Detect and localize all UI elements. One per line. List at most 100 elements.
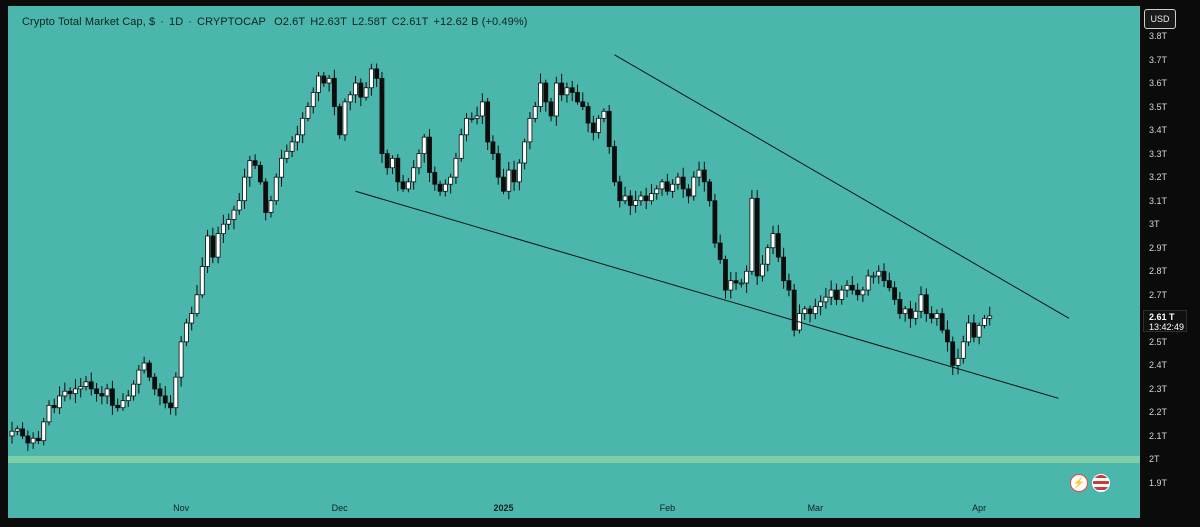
- bolt-icon[interactable]: ⚡: [1070, 474, 1088, 492]
- candle-up[interactable]: [469, 117, 475, 120]
- candle-down[interactable]: [717, 242, 723, 260]
- candle-up[interactable]: [728, 280, 734, 291]
- candle-down[interactable]: [775, 233, 781, 258]
- candle-up[interactable]: [538, 82, 543, 107]
- candle-up[interactable]: [294, 134, 300, 143]
- candle-up[interactable]: [279, 157, 284, 178]
- candle-up[interactable]: [865, 275, 871, 291]
- candle-down[interactable]: [807, 308, 813, 315]
- candle-up[interactable]: [934, 313, 940, 319]
- candle-up[interactable]: [448, 176, 454, 185]
- candle-up[interactable]: [532, 106, 538, 119]
- candle-down[interactable]: [712, 200, 718, 244]
- candle-down[interactable]: [617, 181, 623, 202]
- candle-up[interactable]: [184, 322, 189, 343]
- candle-up[interactable]: [416, 153, 422, 169]
- candle-up[interactable]: [273, 176, 279, 202]
- candle-down[interactable]: [590, 122, 596, 133]
- candle-down[interactable]: [548, 101, 554, 117]
- candle-up[interactable]: [479, 101, 485, 117]
- candle-down[interactable]: [945, 329, 950, 343]
- candle-up[interactable]: [987, 315, 993, 319]
- candle-up[interactable]: [289, 141, 295, 152]
- candle-down[interactable]: [855, 289, 860, 296]
- candle-down[interactable]: [384, 153, 390, 169]
- candle-down[interactable]: [786, 280, 792, 291]
- candle-down[interactable]: [379, 77, 385, 155]
- candle-up[interactable]: [823, 296, 829, 303]
- candle-up[interactable]: [83, 381, 89, 387]
- candle-down[interactable]: [892, 287, 897, 300]
- candle-up[interactable]: [839, 289, 845, 300]
- candle-up[interactable]: [670, 183, 676, 192]
- candle-up[interactable]: [9, 430, 15, 437]
- candle-up[interactable]: [405, 181, 411, 190]
- candle-up[interactable]: [474, 115, 480, 119]
- candle-up[interactable]: [342, 101, 348, 136]
- candle-down[interactable]: [897, 299, 903, 315]
- interval-label[interactable]: 1D: [169, 16, 184, 28]
- candle-up[interactable]: [310, 92, 316, 107]
- candle-down[interactable]: [849, 284, 855, 291]
- candle-up[interactable]: [522, 141, 528, 164]
- candle-up[interactable]: [226, 219, 232, 225]
- candle-up[interactable]: [760, 263, 765, 277]
- candle-up[interactable]: [268, 200, 274, 213]
- candle-down[interactable]: [67, 390, 73, 395]
- candle-up[interactable]: [73, 388, 78, 395]
- candle-up[interactable]: [231, 209, 237, 220]
- trendline-upper[interactable]: [614, 54, 1070, 319]
- candle-up[interactable]: [638, 195, 644, 202]
- candle-up[interactable]: [205, 235, 210, 267]
- candle-up[interactable]: [14, 428, 20, 432]
- candle-up[interactable]: [738, 282, 744, 285]
- candle-up[interactable]: [860, 289, 866, 296]
- candle-up[interactable]: [828, 289, 834, 298]
- candle-down[interactable]: [94, 388, 99, 395]
- candle-up[interactable]: [913, 310, 919, 319]
- candle-down[interactable]: [51, 404, 57, 409]
- candle-up[interactable]: [982, 317, 987, 326]
- candle-down[interactable]: [585, 106, 591, 124]
- candle-down[interactable]: [88, 381, 94, 390]
- candle-down[interactable]: [707, 181, 713, 202]
- candle-down[interactable]: [575, 92, 580, 103]
- candle-down[interactable]: [723, 259, 728, 291]
- candle-up[interactable]: [744, 270, 750, 284]
- candle-up[interactable]: [242, 176, 247, 202]
- candle-up[interactable]: [464, 117, 469, 136]
- candle-down[interactable]: [971, 322, 977, 338]
- candle-up[interactable]: [78, 386, 84, 390]
- candle-up[interactable]: [353, 82, 358, 96]
- candle-down[interactable]: [99, 393, 105, 397]
- currency-button[interactable]: USD: [1144, 9, 1176, 29]
- candle-down[interactable]: [395, 157, 401, 183]
- candle-up[interactable]: [902, 308, 908, 315]
- candle-up[interactable]: [812, 306, 818, 315]
- candle-down[interactable]: [263, 181, 269, 213]
- candle-down[interactable]: [569, 87, 575, 93]
- candle-up[interactable]: [506, 169, 512, 192]
- candle-down[interactable]: [115, 404, 121, 409]
- candle-up[interactable]: [818, 301, 824, 307]
- candle-down[interactable]: [337, 106, 343, 136]
- candle-up[interactable]: [62, 390, 68, 397]
- candle-down[interactable]: [881, 270, 887, 282]
- candle-down[interactable]: [643, 195, 649, 202]
- candle-up[interactable]: [247, 160, 253, 178]
- candle-down[interactable]: [321, 75, 327, 84]
- candle-up[interactable]: [131, 383, 136, 397]
- candle-up[interactable]: [871, 275, 876, 278]
- candle-down[interactable]: [501, 176, 506, 192]
- chart-plot-area[interactable]: Crypto Total Market Cap, $ · 1D · CRYPTOCAP …: [8, 6, 1140, 490]
- candle-up[interactable]: [442, 183, 448, 192]
- candle-down[interactable]: [612, 146, 617, 183]
- candle-up[interactable]: [284, 150, 290, 159]
- candle-down[interactable]: [210, 235, 216, 258]
- candle-up[interactable]: [622, 195, 628, 202]
- candle-up[interactable]: [654, 188, 660, 195]
- candle-down[interactable]: [701, 169, 707, 183]
- candlestick-chart[interactable]: [8, 6, 1140, 490]
- candle-up[interactable]: [453, 157, 459, 178]
- candle-up[interactable]: [675, 176, 681, 185]
